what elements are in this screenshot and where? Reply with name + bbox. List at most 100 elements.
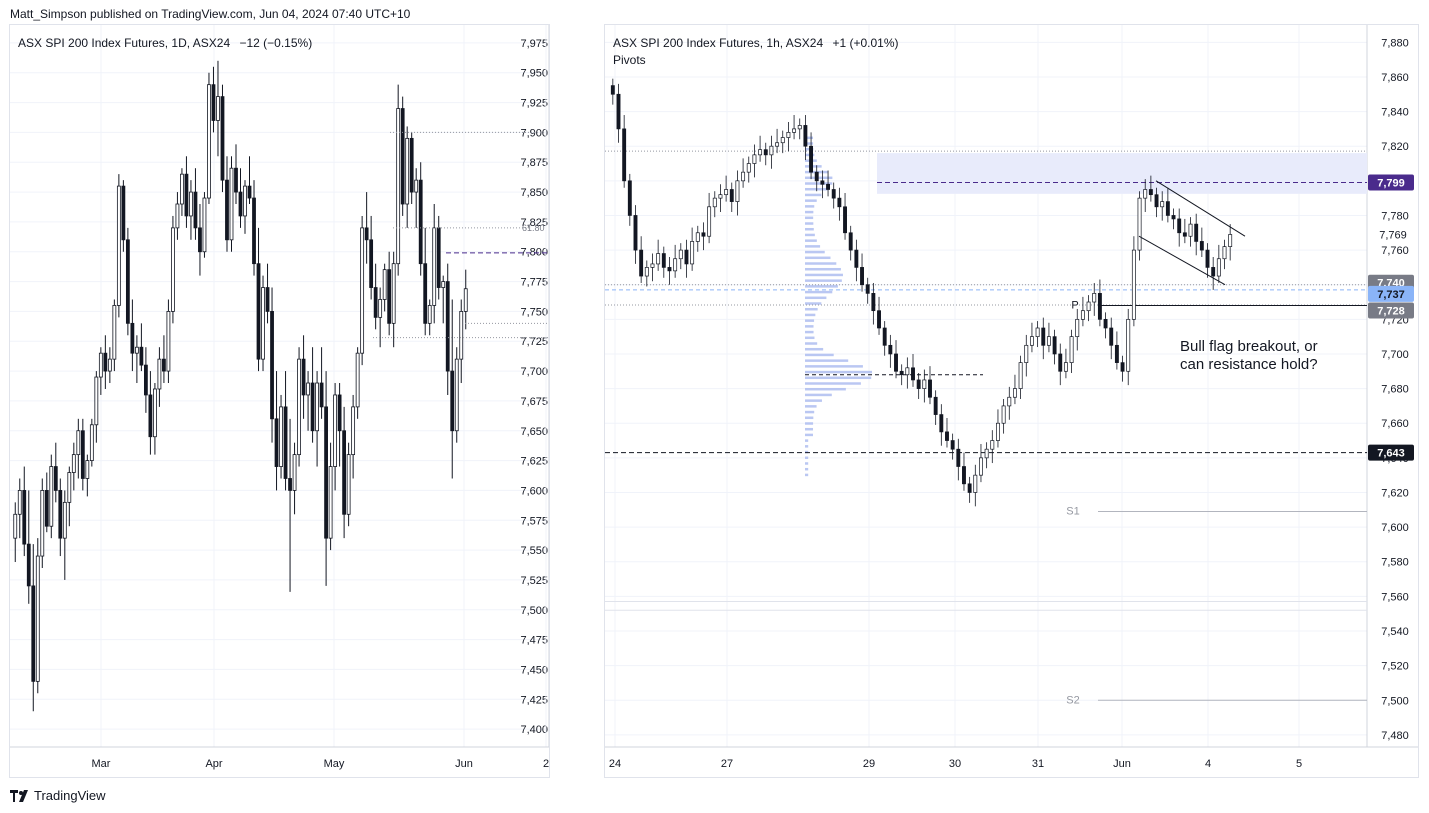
flag-lower-trendline xyxy=(1138,235,1226,286)
daily-fib-label: 61.80 xyxy=(522,223,545,233)
daily-candle-body xyxy=(193,191,198,229)
daily-y-tick-label: 7,875 xyxy=(520,157,548,169)
daily-x-tick-label: May xyxy=(324,758,345,770)
daily-y-tick-label: 7,475 xyxy=(520,635,548,647)
daily-candle-body xyxy=(445,281,450,372)
hourly-candle-body xyxy=(1165,201,1170,216)
daily-candle-body xyxy=(157,358,162,390)
hourly-candle-body xyxy=(962,466,966,485)
daily-candle-body xyxy=(202,197,207,253)
hourly-x-tick-label: 27 xyxy=(721,758,733,770)
daily-candle-body xyxy=(297,358,301,456)
hourly-candle-body xyxy=(1046,336,1051,346)
hourly-y-tick-label: 7,600 xyxy=(1381,522,1409,534)
hourly-price-tag-bg xyxy=(1368,302,1414,319)
daily-candle-body xyxy=(450,370,455,432)
hourly-candle-body xyxy=(888,344,893,355)
hourly-candle-body xyxy=(1137,197,1142,251)
tradingview-brand-label: TradingView xyxy=(34,788,106,803)
hourly-candle-body xyxy=(1058,353,1063,372)
hourly-price-tag-bg xyxy=(1368,285,1414,302)
hourly-y-tick-label: 7,780 xyxy=(1381,210,1409,222)
volume-profile-bar xyxy=(805,233,815,237)
hourly-candle-body xyxy=(678,249,683,260)
hourly-x-tick-label: Jun xyxy=(1113,758,1131,770)
daily-candle-body xyxy=(423,263,428,324)
daily-candle-body xyxy=(62,501,67,539)
hourly-candle-body xyxy=(724,189,729,196)
pivots-indicator-label[interactable]: Pivots xyxy=(613,53,646,67)
hourly-candle-body xyxy=(752,154,757,164)
volume-profile-bar xyxy=(805,136,814,140)
daily-candle-body xyxy=(337,394,342,432)
volume-profile-bar xyxy=(805,279,842,282)
hourly-candle-body xyxy=(1131,249,1136,320)
hourly-candle-body xyxy=(871,293,876,312)
annotation-line-1: Bull flag breakout, or xyxy=(1180,338,1318,355)
daily-candle-body xyxy=(391,263,396,324)
hourly-candle-body xyxy=(1109,327,1114,346)
hourly-candle-body xyxy=(922,379,927,389)
hourly-candle-body xyxy=(718,194,723,199)
hourly-candle-body xyxy=(916,379,921,389)
hourly-candle-body xyxy=(650,263,655,268)
tradingview-footer[interactable]: TradingView xyxy=(10,788,106,803)
hourly-candle-body xyxy=(950,440,955,450)
pivot-p-label: P xyxy=(1071,299,1078,311)
daily-y-tick-label: 7,775 xyxy=(520,277,548,289)
hourly-candle-body xyxy=(894,353,898,372)
daily-candle-body xyxy=(225,179,229,241)
volume-profile-bar xyxy=(805,422,814,425)
daily-y-tick-label: 7,650 xyxy=(520,426,548,438)
hourly-candle-body xyxy=(684,249,689,265)
volume-profile-bar xyxy=(805,399,822,402)
volume-profile-bar xyxy=(805,365,863,368)
hourly-candle-body xyxy=(899,370,904,376)
hourly-chart-svg[interactable]: 7,480 7,500 7,520 7,540 7,560 7,580 7,600 7,620… xyxy=(605,25,1419,778)
volume-profile-bar xyxy=(805,450,809,454)
daily-candle-body xyxy=(125,239,130,324)
daily-candle-body xyxy=(116,185,121,306)
daily-y-tick-label: 7,500 xyxy=(520,605,548,617)
daily-y-tick-label: 7,825 xyxy=(520,217,548,229)
hourly-candle-body xyxy=(1080,310,1085,320)
hourly-candle-body xyxy=(797,125,802,130)
volume-profile-bar xyxy=(805,462,809,465)
daily-candle-body xyxy=(67,472,72,503)
daily-y-tick-label: 7,400 xyxy=(520,724,548,736)
daily-candle-body xyxy=(220,96,225,181)
volume-profile-bar xyxy=(805,325,814,328)
hourly-candle-body xyxy=(1029,336,1034,346)
daily-candle-body xyxy=(13,513,18,539)
hourly-chart-panel[interactable]: 7,480 7,500 7,520 7,540 7,560 7,580 7,600 7,620… xyxy=(604,24,1419,778)
daily-candle-body xyxy=(94,376,99,426)
hourly-candle-body xyxy=(1024,344,1029,363)
hourly-y-tick-label: 7,620 xyxy=(1381,487,1409,499)
hourly-candle-body xyxy=(644,267,649,277)
volume-profile-bar xyxy=(805,142,814,145)
daily-candle-body xyxy=(238,191,243,217)
volume-profile-bar xyxy=(805,165,822,168)
volume-profile-bar xyxy=(805,239,817,242)
pivot-s1-label: S1 xyxy=(1066,506,1079,518)
hourly-candle-body xyxy=(905,367,910,376)
hourly-candle-body xyxy=(1097,293,1102,320)
hourly-y-tick-label: 7,820 xyxy=(1381,141,1409,153)
hourly-candle-body xyxy=(735,180,740,202)
daily-y-tick-label: 7,675 xyxy=(520,396,548,408)
daily-candle-body xyxy=(44,490,49,527)
daily-candle-body xyxy=(256,263,261,360)
hourly-y-tick-label: 7,860 xyxy=(1381,72,1409,84)
daily-candle-body xyxy=(26,543,31,587)
hourly-candle-body xyxy=(1120,362,1125,372)
hourly-candle-body xyxy=(967,483,972,493)
hourly-candle-body xyxy=(695,232,700,242)
daily-candle-body xyxy=(107,358,112,372)
volume-profile-bar xyxy=(805,416,814,420)
daily-candle-body xyxy=(139,346,144,366)
daily-chart-panel[interactable]: 7,400 7,425 7,450 7,475 7,500 7,525 7,550 7,575… xyxy=(9,24,550,778)
daily-chart-svg[interactable]: 7,400 7,425 7,450 7,475 7,500 7,525 7,550 7,575… xyxy=(10,25,550,778)
volume-profile-bar xyxy=(805,382,861,385)
daily-candle-body xyxy=(436,227,441,288)
volume-profile-bar xyxy=(805,285,838,288)
